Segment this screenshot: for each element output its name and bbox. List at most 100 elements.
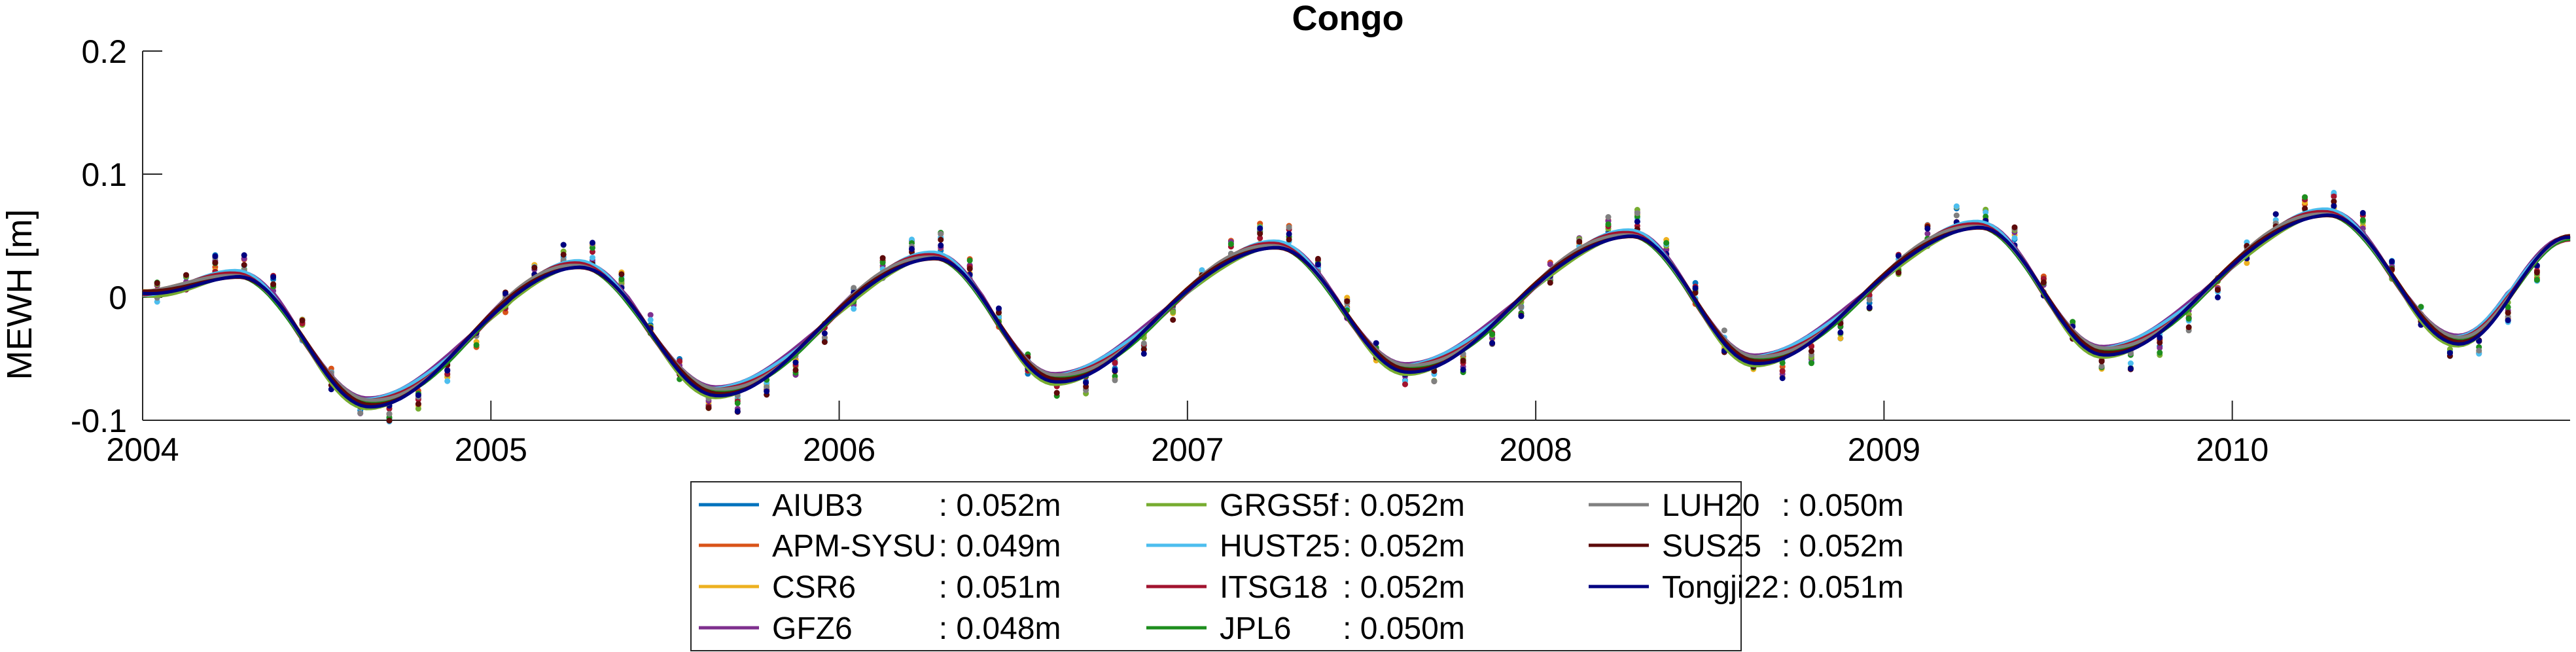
data-point <box>2533 269 2540 276</box>
data-point <box>1518 304 1525 310</box>
data-point <box>2157 339 2163 346</box>
legend-rmse-value: : 0.048m <box>939 611 1061 646</box>
x-tick-label: 2009 <box>1848 431 1920 468</box>
chart-title: Congo <box>1292 0 1404 38</box>
data-point <box>1721 327 1727 334</box>
data-point <box>560 251 567 258</box>
plot-area: -0.1 0 0.1 0.2 2004 2005 2006 2007 2008 2009 2010 <box>71 33 2571 468</box>
data-point <box>2215 287 2221 293</box>
data-point <box>531 264 538 271</box>
data-point <box>792 359 799 366</box>
legend-box <box>690 481 1742 651</box>
data-point <box>1140 350 1147 357</box>
legend-series-name: LUH20 <box>1662 488 1759 523</box>
data-point <box>1489 340 1496 346</box>
data-point <box>2070 319 2076 325</box>
data-point <box>1431 378 1438 385</box>
data-point <box>2302 206 2308 211</box>
data-point <box>2476 348 2482 353</box>
data-point <box>241 262 247 268</box>
data-point <box>1547 280 1553 286</box>
data-point <box>996 305 1002 312</box>
data-point <box>241 252 247 259</box>
data-point <box>1373 340 1379 346</box>
data-point <box>1518 313 1525 319</box>
data-point <box>2359 217 2366 223</box>
data-point <box>2098 363 2105 369</box>
legend-rmse-value: : 0.052m <box>939 488 1061 523</box>
data-point <box>415 405 421 412</box>
data-point <box>764 384 770 391</box>
data-point <box>2011 235 2018 242</box>
data-point <box>2040 279 2047 285</box>
data-point <box>938 236 944 243</box>
data-point <box>1779 359 1786 366</box>
data-point <box>1199 267 1205 274</box>
data-point <box>851 306 857 312</box>
data-point <box>444 367 451 374</box>
data-point <box>386 418 393 424</box>
data-point <box>1286 230 1292 237</box>
data-point <box>879 255 886 261</box>
data-point <box>1983 209 1989 215</box>
data-point <box>1344 298 1350 304</box>
data-point <box>1866 304 1873 310</box>
data-point <box>1808 344 1814 350</box>
data-point <box>1112 367 1118 374</box>
series-lines <box>142 207 2571 410</box>
data-point <box>1489 331 1496 337</box>
data-point <box>734 408 741 414</box>
legend-series-name: HUST25 <box>1220 529 1340 564</box>
legend-rmse-value: : 0.052m <box>1782 529 1904 564</box>
data-point <box>1953 212 1960 219</box>
data-point <box>2157 335 2163 341</box>
data-point <box>183 272 189 278</box>
data-point <box>764 388 770 395</box>
data-point <box>2505 317 2511 323</box>
data-point <box>1924 230 1931 237</box>
y-tick-label: 0.1 <box>81 156 127 193</box>
data-point <box>2244 260 2250 266</box>
data-point <box>1083 380 1089 386</box>
data-point <box>1634 219 1640 225</box>
legend-rmse-value: : 0.049m <box>939 529 1061 564</box>
data-point <box>1140 340 1147 346</box>
data-point <box>618 271 625 278</box>
legend-series-name: GRGS5f <box>1220 488 1339 523</box>
data-point <box>2418 304 2424 310</box>
data-point <box>705 405 712 411</box>
data-point <box>879 259 886 266</box>
data-point <box>1402 381 1408 388</box>
data-point <box>1866 297 1873 303</box>
data-point <box>1460 367 1466 373</box>
legend-rmse-value: : 0.052m <box>1343 488 1465 523</box>
data-point <box>1257 230 1263 237</box>
x-tick-label: 2008 <box>1500 431 1572 468</box>
data-point <box>2098 358 2105 365</box>
data-point <box>1257 225 1263 232</box>
data-point <box>1547 261 1553 268</box>
y-tick-label: -0.1 <box>71 403 127 439</box>
data-point <box>1314 261 1321 268</box>
data-point <box>1837 335 1844 342</box>
data-point <box>792 367 799 373</box>
data-point <box>647 317 654 323</box>
data-point <box>647 312 654 318</box>
data-point <box>386 410 393 417</box>
data-point <box>357 410 364 416</box>
data-point <box>270 281 277 287</box>
legend-rmse-value: : 0.051m <box>1782 570 1904 605</box>
data-point <box>415 392 421 399</box>
legend-series-name: SUS25 <box>1662 529 1761 564</box>
x-tick-label: 2005 <box>455 431 527 468</box>
data-point <box>2331 198 2337 205</box>
data-point <box>966 257 973 264</box>
legend-series-name: ITSG18 <box>1220 570 1328 605</box>
data-point <box>1924 225 1931 232</box>
data-point <box>1896 270 1902 276</box>
data-point <box>2476 338 2482 344</box>
data-point <box>2157 344 2163 351</box>
data-point <box>1779 375 1786 382</box>
